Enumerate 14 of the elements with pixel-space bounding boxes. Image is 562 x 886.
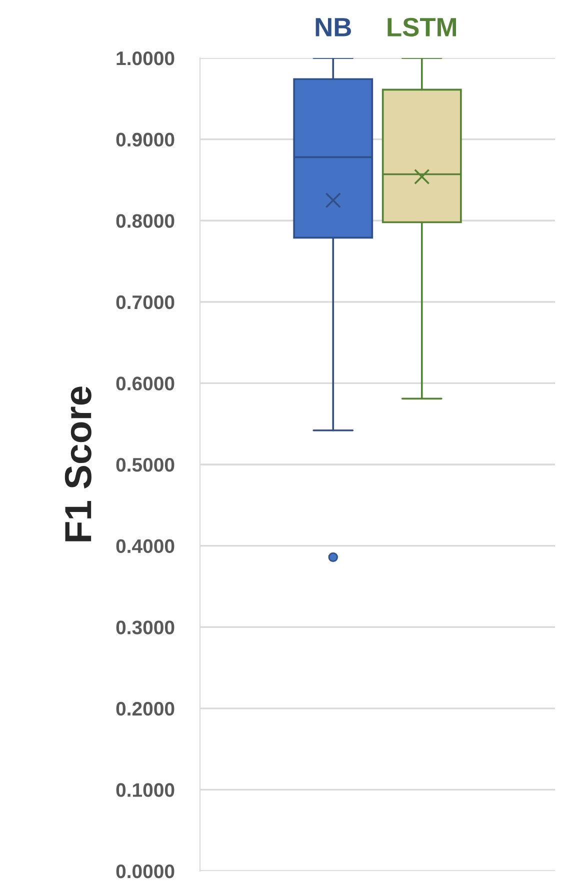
y-tick-label: 0.8000 <box>116 214 174 228</box>
y-tick-label: 0.6000 <box>116 376 174 390</box>
text: LSTM <box>388 18 456 37</box>
y-tick-label: 0.5000 <box>116 458 174 472</box>
y-tick-label: 0.1000 <box>116 783 174 797</box>
y-tick-label: 1.0000 <box>116 51 174 66</box>
y-tick-label: 0.3000 <box>116 620 174 634</box>
y-tick-label: 0.2000 <box>116 702 174 716</box>
y-tick-label: 0.9000 <box>116 132 174 147</box>
series-label: NB <box>316 18 351 36</box>
y-axis-title: F1 Score <box>64 386 92 542</box>
y-tick-label: 0.4000 <box>116 539 174 554</box>
y-tick-label: 0.7000 <box>116 295 174 310</box>
y-tick-label: 0.0000 <box>116 864 174 878</box>
